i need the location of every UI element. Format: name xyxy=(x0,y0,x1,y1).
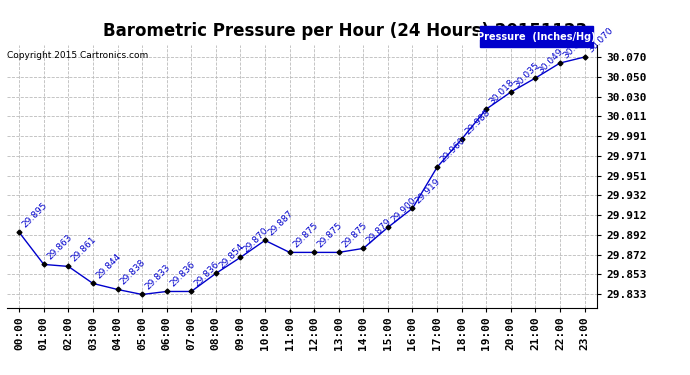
Text: 29.870: 29.870 xyxy=(241,226,270,255)
Text: 30.018: 30.018 xyxy=(488,78,516,106)
Text: 29.887: 29.887 xyxy=(266,209,295,238)
Text: Barometric Pressure per Hour (24 Hours) 20151123: Barometric Pressure per Hour (24 Hours) … xyxy=(103,22,587,40)
Text: 29.854: 29.854 xyxy=(217,242,246,271)
Text: 29.844: 29.844 xyxy=(95,252,123,280)
Text: 29.836: 29.836 xyxy=(193,260,221,289)
Text: 29.875: 29.875 xyxy=(315,221,344,250)
Text: 29.875: 29.875 xyxy=(340,221,368,250)
Text: 29.960: 29.960 xyxy=(438,136,467,165)
Text: 30.070: 30.070 xyxy=(586,26,615,54)
Text: 30.064: 30.064 xyxy=(562,32,590,60)
Text: 29.875: 29.875 xyxy=(291,221,319,250)
Text: 30.049: 30.049 xyxy=(537,46,565,75)
Text: 29.833: 29.833 xyxy=(144,263,172,292)
Text: 29.863: 29.863 xyxy=(45,233,74,262)
Text: 30.035: 30.035 xyxy=(512,61,541,89)
Text: Copyright 2015 Cartronics.com: Copyright 2015 Cartronics.com xyxy=(7,51,148,60)
Text: 29.900: 29.900 xyxy=(389,196,418,225)
Text: 29.861: 29.861 xyxy=(70,235,99,264)
Text: Pressure  (Inches/Hg): Pressure (Inches/Hg) xyxy=(477,32,595,42)
Text: 29.919: 29.919 xyxy=(414,177,442,206)
Text: 29.836: 29.836 xyxy=(168,260,197,289)
Text: 29.895: 29.895 xyxy=(21,201,49,229)
Text: 29.838: 29.838 xyxy=(119,258,148,287)
Text: 29.988: 29.988 xyxy=(463,108,492,136)
Text: 29.879: 29.879 xyxy=(365,217,393,246)
